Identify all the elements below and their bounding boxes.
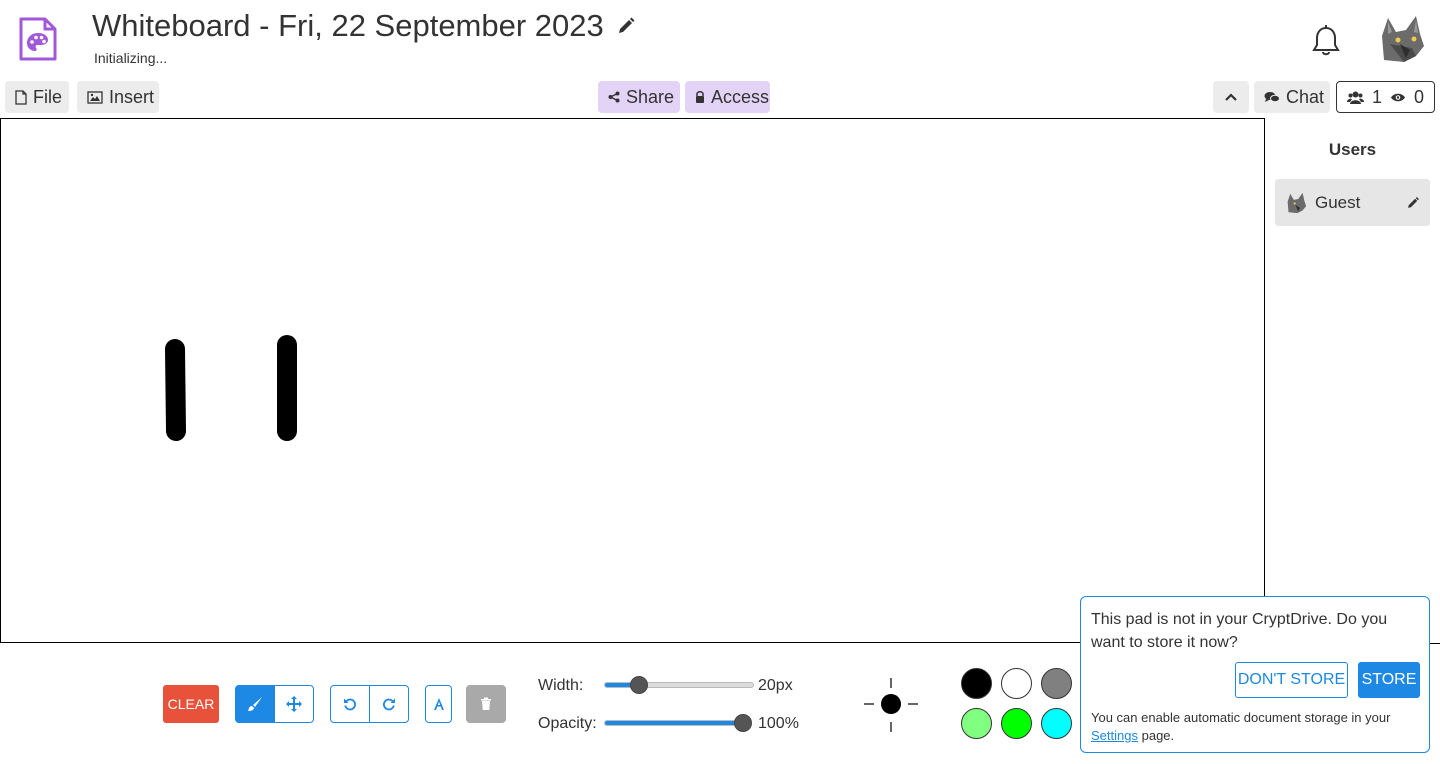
brush-icon <box>248 697 262 711</box>
editors-count: 1 <box>1371 86 1382 107</box>
popup-note-text: You can enable automatic document storag… <box>1091 710 1391 725</box>
viewers-count: 0 <box>1413 86 1424 107</box>
redo-button[interactable] <box>369 685 409 723</box>
brush-preview <box>864 678 918 732</box>
width-slider[interactable] <box>604 676 754 694</box>
width-label: Width: <box>538 677 584 694</box>
color-swatch[interactable] <box>1001 708 1032 739</box>
collapse-toolbar-button[interactable] <box>1213 81 1249 113</box>
store-pad-popup: This pad is not in your CryptDrive. Do y… <box>1080 596 1430 753</box>
file-menu-button[interactable]: File <box>5 81 69 113</box>
clear-canvas-button[interactable]: CLEAR <box>163 685 219 723</box>
popup-note: You can enable automatic document storag… <box>1091 709 1426 745</box>
user-avatar-small <box>1287 192 1307 213</box>
status-text: Initializing... <box>94 50 168 66</box>
share-icon <box>608 91 620 103</box>
color-swatch[interactable] <box>1041 708 1072 739</box>
insert-label: Insert <box>109 86 155 107</box>
color-swatch[interactable] <box>1001 668 1032 699</box>
share-button[interactable]: Share <box>598 81 680 113</box>
text-icon <box>433 698 444 710</box>
file-icon <box>15 89 27 105</box>
move-mode-button[interactable] <box>274 685 314 723</box>
trash-icon <box>481 697 491 710</box>
edit-title-pencil-icon[interactable] <box>616 16 636 36</box>
image-icon <box>87 90 103 104</box>
undo-icon <box>344 698 356 711</box>
whiteboard-canvas[interactable] <box>0 118 1265 643</box>
opacity-label: Opacity: <box>538 715 597 732</box>
edit-pencil-icon[interactable] <box>1406 196 1420 210</box>
eye-icon <box>1390 93 1405 101</box>
user-name: Guest <box>1315 192 1361 212</box>
delete-selection-button[interactable] <box>466 685 506 723</box>
dont-store-button[interactable]: DON'T STORE <box>1235 662 1348 698</box>
move-arrows-icon <box>286 696 302 712</box>
text-tool-button[interactable] <box>425 685 452 723</box>
color-swatch[interactable] <box>961 668 992 699</box>
users-icon <box>1347 91 1364 104</box>
color-swatch[interactable] <box>1041 668 1072 699</box>
color-swatch[interactable] <box>961 708 992 739</box>
chat-icon <box>1264 91 1280 102</box>
chevron-up-icon <box>1225 93 1237 101</box>
file-label: File <box>33 86 63 107</box>
share-label: Share <box>626 86 675 107</box>
drawing-layer <box>165 335 297 441</box>
users-panel-heading: Users <box>1328 140 1377 159</box>
popup-message: This pad is not in your CryptDrive. Do y… <box>1091 611 1388 651</box>
user-avatar[interactable] <box>1376 14 1426 64</box>
redo-icon <box>383 698 395 711</box>
opacity-value: 100% <box>758 715 799 732</box>
store-button[interactable]: STORE <box>1358 662 1420 698</box>
settings-link[interactable]: Settings <box>1091 728 1138 743</box>
user-list-item[interactable]: Guest <box>1275 179 1430 226</box>
online-users-button[interactable]: 1 0 <box>1336 81 1435 113</box>
drawn-stroke <box>165 339 186 441</box>
opacity-slider[interactable] <box>604 714 752 732</box>
opacity-slider-thumb[interactable] <box>734 714 752 732</box>
access-label: Access <box>711 86 770 107</box>
access-button[interactable]: Access <box>685 81 770 113</box>
width-value: 20px <box>758 677 793 694</box>
page-title: Whiteboard - Fri, 22 September 2023 <box>92 8 604 43</box>
width-slider-fill <box>605 683 640 687</box>
undo-button[interactable] <box>330 685 370 723</box>
notifications-bell-icon[interactable] <box>1310 24 1342 58</box>
chat-label: Chat <box>1286 86 1325 107</box>
insert-menu-button[interactable]: Insert <box>77 81 159 113</box>
popup-note-text-end: page. <box>1141 728 1175 743</box>
opacity-slider-fill <box>605 721 743 725</box>
lock-icon <box>696 91 704 103</box>
draw-mode-button[interactable] <box>235 685 275 723</box>
width-slider-thumb[interactable] <box>630 676 649 694</box>
whiteboard-app-icon <box>18 16 58 62</box>
chat-button[interactable]: Chat <box>1254 81 1330 113</box>
